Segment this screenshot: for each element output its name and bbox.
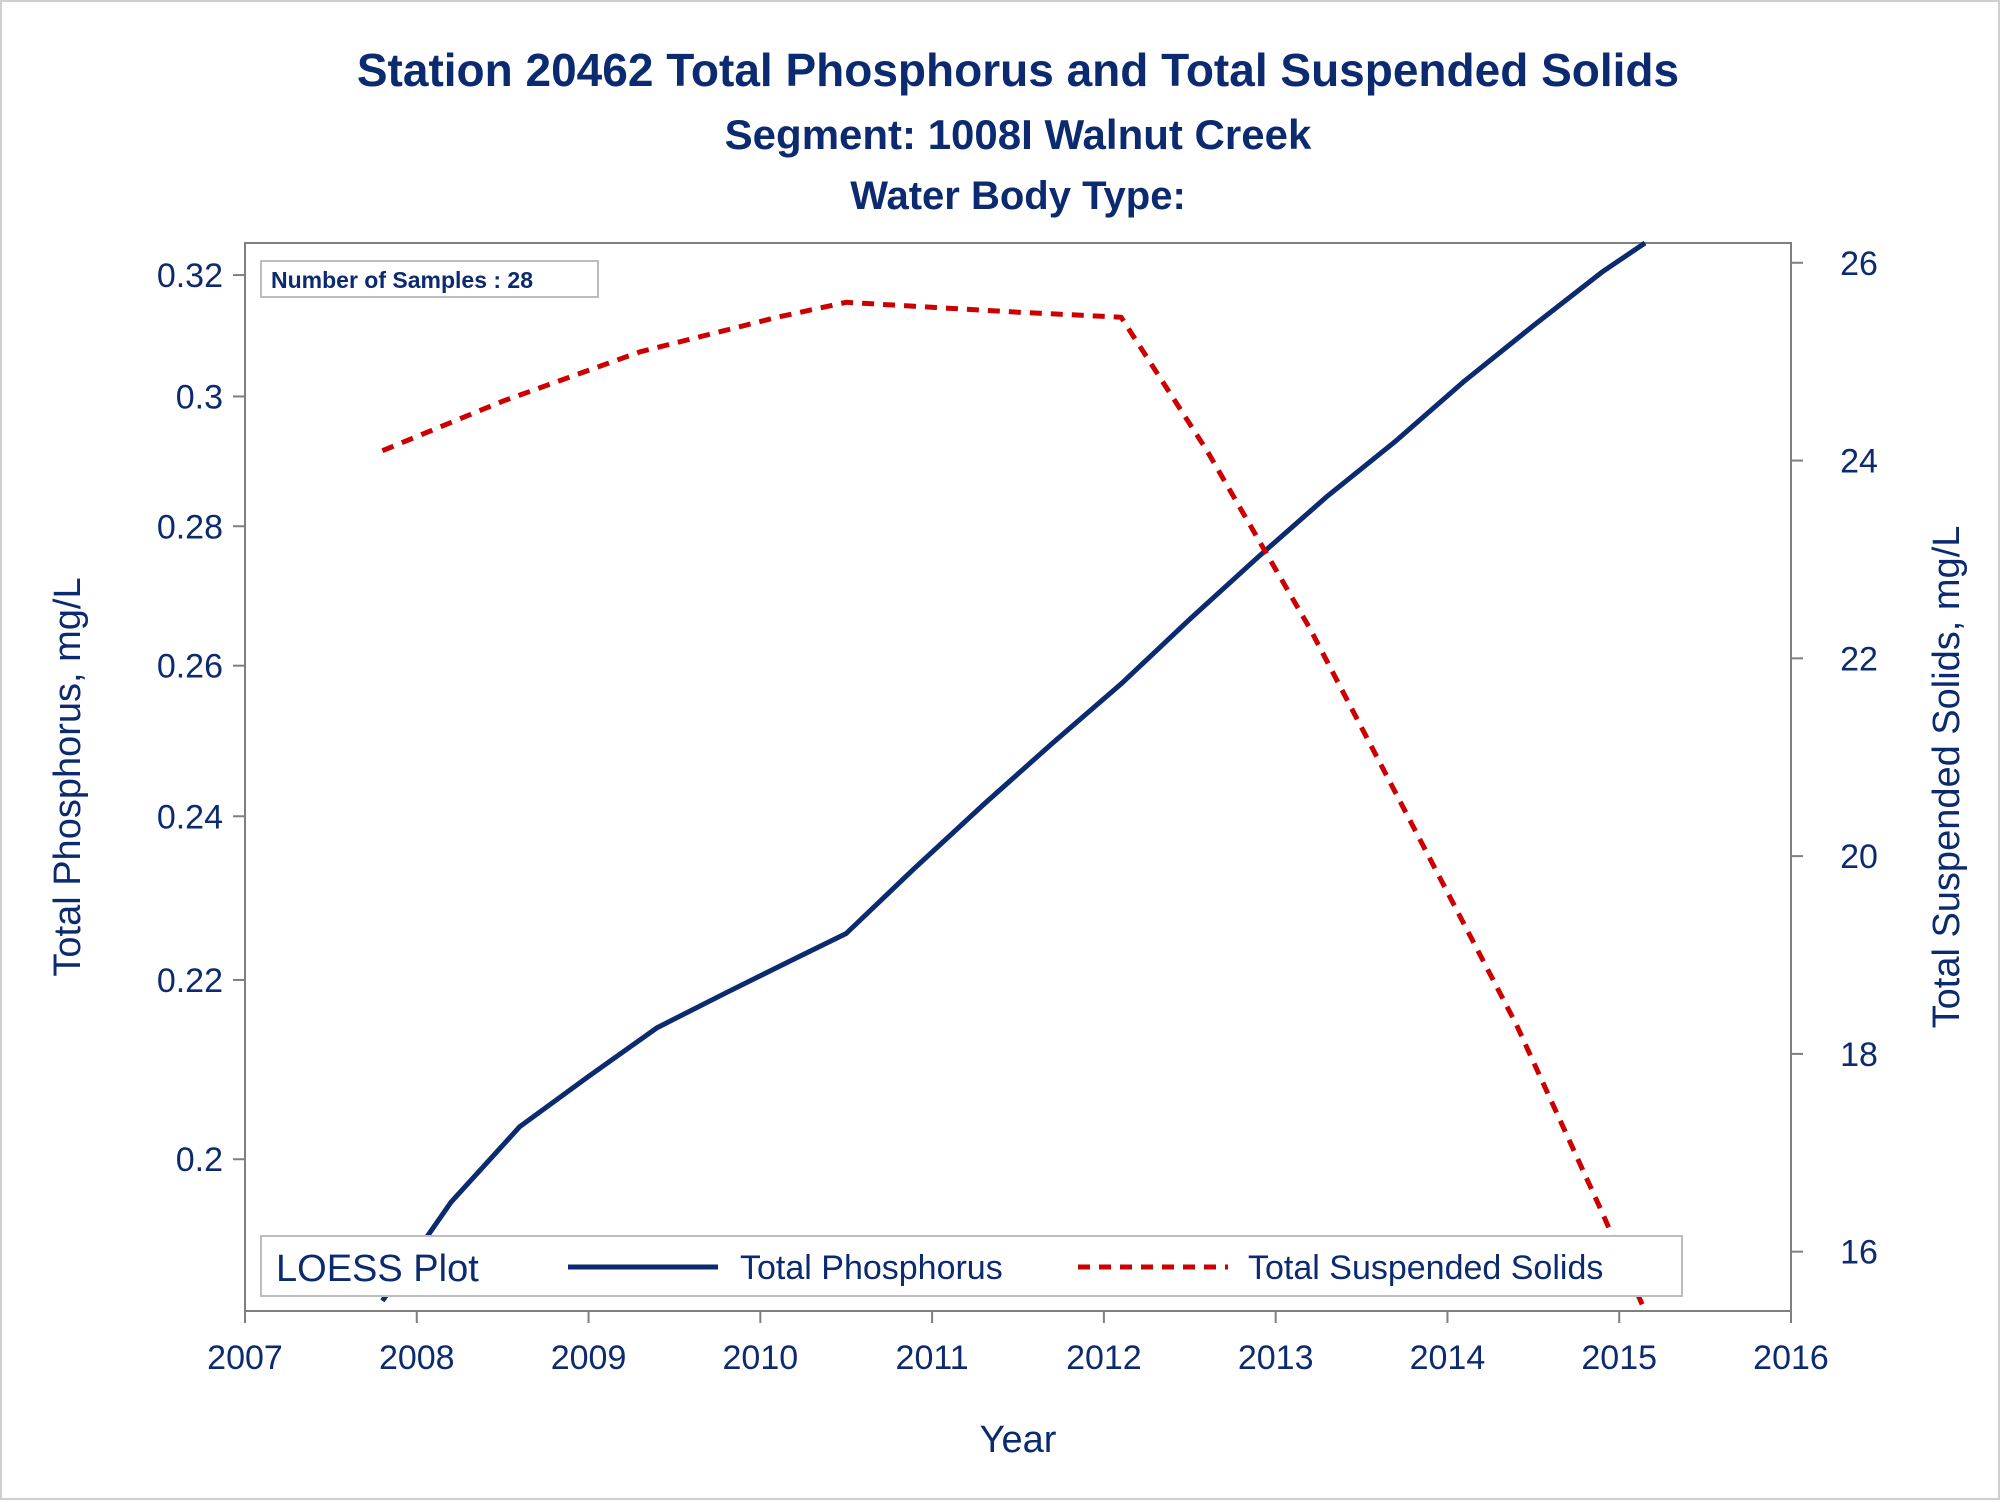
series-line-total-suspended-solids [381,299,1648,1312]
y2-tick-label: 16 [1840,1234,1878,1272]
x-tick-label: 2015 [1581,1339,1657,1377]
x-axis-ticks: 2007 2008 2009 2010 2011 2012 2013 2014 2015 2016 [207,1311,1829,1377]
x-tick-label: 2011 [896,1339,969,1377]
y-tick-label: 0.28 [157,508,223,546]
chart-title: Station 20462 Total Phosphorus and Total… [357,44,1679,96]
x-tick-label: 2016 [1753,1339,1829,1377]
y-axis-label: Total Phosphorus, mg/L [47,577,89,976]
x-tick-label: 2008 [379,1339,455,1377]
legend-label-total-phosphorus: Total Phosphorus [740,1249,1003,1287]
y2-axis-ticks: 16 18 20 22 24 26 [1791,245,1878,1272]
series-line-total-phosphorus [380,240,1647,1303]
inset-box [260,260,599,298]
y-tick-label: 0.26 [157,648,223,686]
x-tick-label: 2009 [551,1339,627,1377]
x-axis-label: Year [980,1419,1057,1461]
chart-subtitle-water-body: Water Body Type: [850,174,1186,218]
y2-tick-label: 20 [1840,838,1878,876]
sample-count-label: Number of Samples : 28 [271,267,533,293]
y2-axis-label: Total Suspended Solids, mg/L [1926,526,1968,1029]
x-tick-label: 2014 [1410,1339,1486,1377]
chart-subtitle: Segment: 1008I Walnut Creek [725,111,1312,158]
legend: LOESS Plot Total Phosphorus Total Suspen… [260,1235,1683,1297]
y-tick-label: 0.2 [176,1141,223,1179]
y-tick-label: 0.24 [157,798,223,836]
y-tick-label: 0.22 [157,962,223,1000]
plot-area [244,242,1792,1312]
x-tick-label: 2007 [207,1339,283,1377]
x-tick-label: 2013 [1238,1339,1314,1377]
y-axis-ticks: 0.2 0.22 0.24 0.26 0.28 0.3 0.32 [157,257,245,1179]
x-tick-label: 2012 [1066,1339,1142,1377]
y-tick-label: 0.32 [157,257,223,295]
legend-box [260,1235,1683,1297]
y2-tick-label: 24 [1840,443,1878,481]
legend-title: LOESS Plot [276,1248,479,1290]
y2-tick-label: 22 [1840,640,1878,678]
x-tick-label: 2010 [723,1339,799,1377]
series-lines [380,240,1648,1312]
y2-tick-label: 18 [1840,1036,1878,1074]
y-tick-label: 0.3 [176,378,223,416]
y2-tick-label: 26 [1840,245,1878,283]
legend-label-total-suspended-solids: Total Suspended Solids [1248,1249,1603,1287]
